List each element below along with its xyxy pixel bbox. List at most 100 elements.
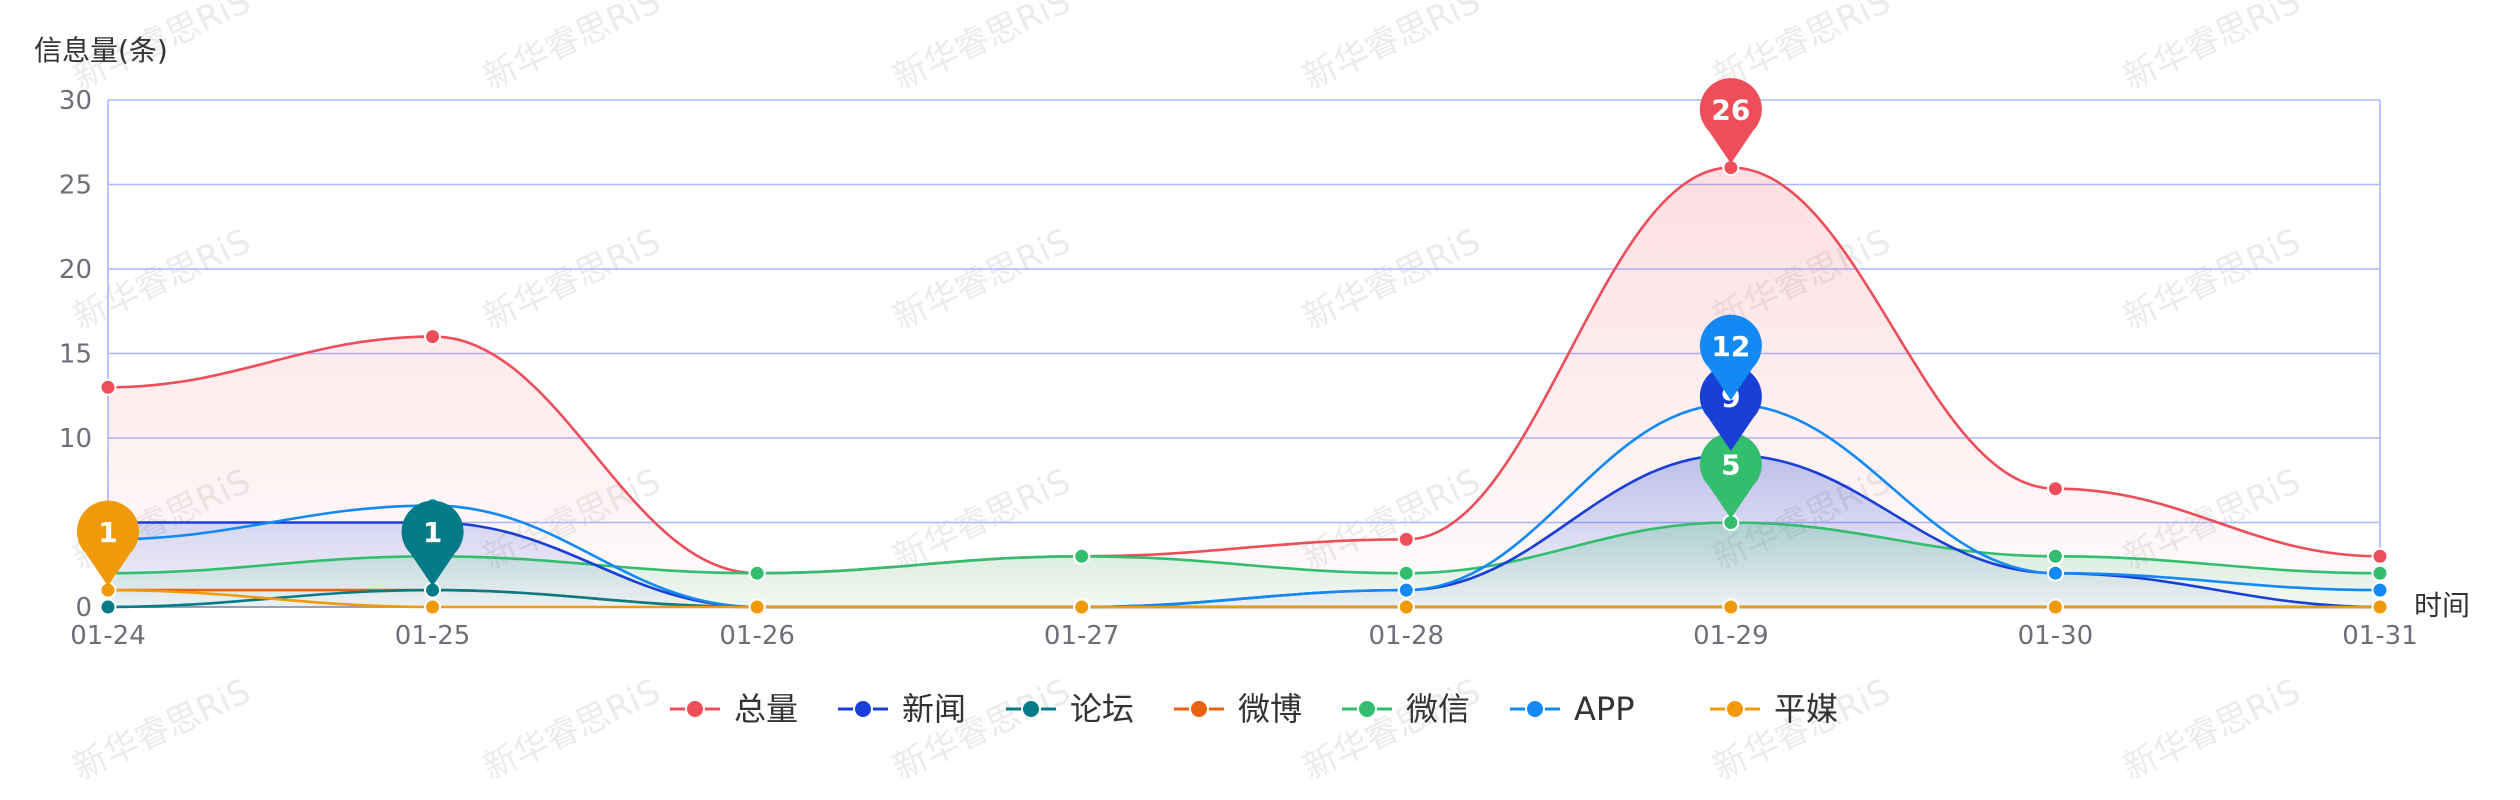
x-tick-label: 01-25	[395, 621, 471, 651]
axes: 信息量(条) 时间	[34, 34, 2470, 622]
legend-label: 平媒	[1774, 690, 1838, 728]
watermark-text: 新华睿思RiS	[67, 671, 257, 788]
series-7-point[interactable]	[1073, 598, 1091, 616]
series-7-point[interactable]	[1722, 598, 1740, 616]
legend-label: APP	[1574, 690, 1634, 728]
series-6-max-marker: 12	[1699, 314, 1762, 401]
watermark-tile: 新华睿思RiS	[1297, 221, 1487, 338]
marker-label: 12	[1711, 330, 1750, 363]
series-3-point[interactable]	[99, 598, 117, 616]
legend-item-2[interactable]: 新闻	[838, 690, 966, 728]
legend-item-7[interactable]: 平媒	[1710, 690, 1838, 728]
legend-item-5[interactable]: 微信	[1342, 690, 1470, 728]
legend-marker	[1021, 699, 1041, 719]
legend-item-4[interactable]: 微博	[1174, 690, 1302, 728]
y-tick-label: 20	[59, 255, 92, 285]
series-5-point[interactable]	[1073, 547, 1091, 565]
series-7-point[interactable]	[2371, 598, 2389, 616]
series-5-point[interactable]	[2371, 564, 2389, 582]
series-1-max-marker: 26	[1699, 78, 1762, 164]
watermark-text: 新华睿思RiS	[887, 0, 1077, 98]
series-1-point[interactable]	[99, 378, 117, 396]
x-tick-label: 01-31	[2342, 621, 2418, 651]
series-6-point[interactable]	[1397, 581, 1415, 599]
marker-pin	[1699, 433, 1762, 519]
watermark-tile: 新华睿思RiS	[887, 671, 1077, 788]
y-tick-label: 10	[59, 424, 92, 454]
y-axis-title: 信息量(条)	[34, 34, 168, 67]
watermark-text: 新华睿思RiS	[1297, 671, 1487, 788]
x-tick-label: 01-28	[1369, 621, 1445, 651]
legend-label: 新闻	[902, 690, 966, 728]
series-1-point[interactable]	[2046, 480, 2064, 498]
watermark-text: 新华睿思RiS	[2117, 221, 2307, 338]
legend-label: 微博	[1238, 690, 1302, 728]
series-5-point[interactable]	[748, 564, 766, 582]
series-6-line	[107, 402, 2381, 609]
series-1-point[interactable]	[2371, 547, 2389, 565]
watermark-tile: 新华睿思RiS	[2117, 671, 2307, 788]
series-7-point[interactable]	[748, 598, 766, 616]
legend-marker	[685, 699, 705, 719]
legend-label: 总量	[734, 690, 798, 728]
watermark-tile: 新华睿思RiS	[2117, 221, 2307, 338]
series-5-line	[107, 521, 2381, 575]
legend: 总量 新闻 论坛 微博 微信 APP 平媒	[670, 690, 1838, 728]
series-7-point[interactable]	[424, 598, 442, 616]
watermark-text: 新华睿思RiS	[887, 221, 1077, 338]
watermark-text: 新华睿思RiS	[477, 671, 667, 788]
x-tick-label: 01-24	[70, 621, 146, 651]
watermark-text: 新华睿思RiS	[477, 221, 667, 338]
marker-label: 26	[1711, 94, 1750, 127]
x-tick-label: 01-30	[2018, 621, 2094, 651]
legend-item-3[interactable]: 论坛	[1006, 690, 1134, 728]
series-3-max-marker: 1	[401, 500, 464, 587]
legend-label: 微信	[1406, 690, 1470, 728]
y-tick-label: 0	[75, 593, 92, 623]
y-tick-label: 25	[59, 171, 92, 201]
watermark-tile: 新华睿思RiS	[1297, 671, 1487, 788]
watermark-tile: 新华睿思RiS	[1707, 671, 1897, 788]
series-5-max-marker: 5	[1699, 433, 1762, 519]
series-7-point[interactable]	[2046, 598, 2064, 616]
series-7-max-marker: 1	[77, 500, 139, 587]
legend-marker	[1189, 699, 1209, 719]
marker-pin	[401, 500, 464, 587]
legend-item-6[interactable]: APP	[1510, 690, 1634, 728]
series-6-point[interactable]	[2371, 581, 2389, 599]
series-1-point[interactable]	[424, 328, 442, 346]
series-7-line	[107, 588, 2380, 609]
watermark-tile: 新华睿思RiS	[477, 671, 667, 788]
watermark-text: 新华睿思RiS	[887, 671, 1077, 788]
watermark-text: 新华睿思RiS	[67, 221, 257, 338]
y-tick-label: 15	[59, 340, 92, 370]
legend-marker	[1725, 699, 1745, 719]
x-tick-label: 01-26	[719, 621, 795, 651]
watermark-tile: 新华睿思RiS	[887, 0, 1077, 98]
legend-marker	[853, 699, 873, 719]
legend-label: 论坛	[1070, 690, 1134, 728]
series-5-point[interactable]	[2046, 547, 2064, 565]
watermark-tile: 新华睿思RiS	[67, 671, 257, 788]
marker-pin	[1699, 78, 1762, 164]
watermark-tile: 新华睿思RiS	[2117, 0, 2307, 98]
x-tick-label: 01-27	[1044, 621, 1120, 651]
series-1-point[interactable]	[1397, 530, 1415, 548]
x-tick-label: 01-29	[1693, 621, 1769, 651]
watermark-tile: 新华睿思RiS	[1297, 0, 1487, 98]
series-7-point[interactable]	[1397, 598, 1415, 616]
x-axis-title: 时间	[2414, 589, 2470, 622]
marker-pin	[1699, 314, 1762, 401]
legend-item-1[interactable]: 总量	[670, 690, 798, 728]
series-5-point[interactable]	[1397, 564, 1415, 582]
series-6-point[interactable]	[2046, 564, 2064, 582]
legend-marker	[1357, 699, 1377, 719]
watermark-text: 新华睿思RiS	[1297, 221, 1487, 338]
marker-pin	[77, 500, 139, 587]
watermark-text: 新华睿思RiS	[2117, 0, 2307, 98]
marker-label: 5	[1721, 449, 1740, 482]
watermark-tile: 新华睿思RiS	[887, 221, 1077, 338]
legend-marker	[1525, 699, 1545, 719]
watermark-text: 新华睿思RiS	[477, 0, 667, 98]
